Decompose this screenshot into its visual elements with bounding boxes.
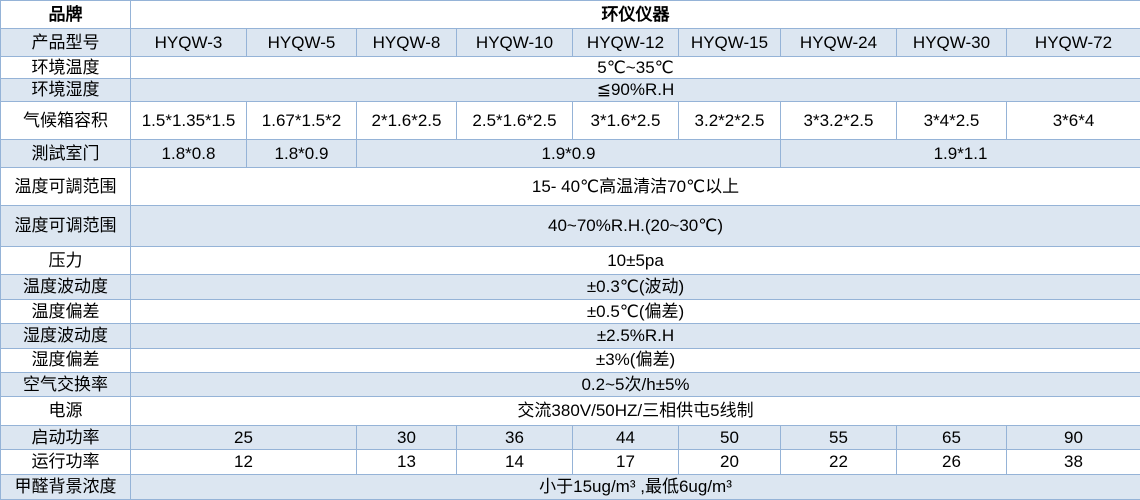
row-label: 压力 (0, 245, 131, 276)
row-label: 环境湿度 (0, 78, 131, 102)
spec-value-cell: 1.9*1.1 (779, 139, 1140, 168)
chamber-volume-cell: 3*6*4 (1005, 100, 1140, 141)
spec-value-cell: 14 (456, 449, 573, 475)
spec-value-merged: ±0.5℃(偏差) (129, 298, 1140, 325)
chamber-volume-cell: 3.2*2*2.5 (678, 100, 781, 141)
spec-value-cell: 30 (356, 424, 457, 451)
row-label: 环境温度 (0, 55, 131, 80)
spec-value-merged: 15- 40℃高温清洁70℃以上 (129, 166, 1140, 207)
spec-value-merged: 40~70%R.H.(20~30℃) (129, 205, 1140, 247)
spec-value-cell: 1.8*0.9 (246, 139, 357, 168)
spec-value-cell: 1.8*0.8 (130, 139, 247, 168)
table-row: 品牌 环仪仪器 (0, 0, 1140, 30)
spec-value-merged: 小于15ug/m³ ,最低6ug/m³ (129, 473, 1140, 500)
spec-value-cell: 50 (678, 424, 781, 451)
chamber-volume-cell: 1.67*1.5*2 (246, 100, 357, 141)
row-label: 启动功率 (0, 424, 131, 451)
row-label: 温度可調范围 (0, 166, 131, 207)
model-header-cell: HYQW-24 (780, 28, 897, 57)
table-row: 产品型号 HYQW-3 HYQW-5 HYQW-8 HYQW-10 HYQW-12 HYQW… (0, 28, 1140, 57)
table-row: 压力 10±5pa (0, 245, 1140, 276)
table-row: 启动功率 25 30 36 44 50 55 65 90 (0, 424, 1140, 451)
row-label: 运行功率 (0, 449, 131, 475)
model-header-cell: HYQW-10 (456, 28, 573, 57)
spec-value-cell: 65 (896, 424, 1007, 451)
row-label: 温度偏差 (0, 298, 131, 325)
table-row: 环境温度 5℃~35℃ (0, 55, 1140, 80)
chamber-volume-cell: 3*1.6*2.5 (572, 100, 679, 141)
model-header-cell: HYQW-72 (1005, 28, 1140, 57)
spec-value-cell: 26 (896, 449, 1007, 475)
spec-value-merged: ≦90%R.H (129, 78, 1140, 102)
table-row: 温度可調范围 15- 40℃高温清洁70℃以上 (0, 166, 1140, 207)
spec-value-cell: 36 (456, 424, 573, 451)
spec-value-merged: ±0.3℃(波动) (129, 274, 1140, 300)
spec-value-merged: ±2.5%R.H (129, 323, 1140, 349)
model-header-cell: HYQW-15 (678, 28, 781, 57)
row-label: 产品型号 (0, 28, 131, 57)
table-row: 湿度可调范围 40~70%R.H.(20~30℃) (0, 205, 1140, 247)
spec-value-cell: 20 (678, 449, 781, 475)
spec-value-merged: 交流380V/50HZ/三相供屯5线制 (129, 396, 1140, 426)
row-label: 測試室门 (0, 139, 131, 168)
spec-value-merged: 0.2~5次/h±5% (129, 371, 1140, 398)
row-label: 品牌 (0, 0, 131, 30)
chamber-volume-cell: 2*1.6*2.5 (356, 100, 457, 141)
spec-value-cell: 38 (1005, 449, 1140, 475)
table-row: 空气交换率 0.2~5次/h±5% (0, 371, 1140, 398)
row-label: 空气交换率 (0, 371, 131, 398)
table-row: 測試室门 1.8*0.8 1.8*0.9 1.9*0.9 1.9*1.1 (0, 139, 1140, 168)
model-header-cell: HYQW-3 (130, 28, 247, 57)
model-header-cell: HYQW-12 (572, 28, 679, 57)
spec-value-cell: 55 (780, 424, 897, 451)
table-row: 湿度波动度 ±2.5%R.H (0, 323, 1140, 349)
chamber-volume-cell: 3*3.2*2.5 (780, 100, 897, 141)
spec-value-cell: 12 (130, 449, 357, 475)
spec-value-merged: ±3%(偏差) (129, 347, 1140, 373)
table-row: 温度波动度 ±0.3℃(波动) (0, 274, 1140, 300)
row-label: 湿度偏差 (0, 347, 131, 373)
table-row: 气候箱容积 1.5*1.35*1.5 1.67*1.5*2 2*1.6*2.5 2.5*… (0, 100, 1140, 141)
model-header-cell: HYQW-30 (896, 28, 1007, 57)
row-label: 湿度可调范围 (0, 205, 131, 247)
row-label: 电源 (0, 396, 131, 426)
table-row: 湿度偏差 ±3%(偏差) (0, 347, 1140, 373)
model-header-cell: HYQW-8 (356, 28, 457, 57)
table-row: 环境湿度 ≦90%R.H (0, 78, 1140, 102)
row-label: 湿度波动度 (0, 323, 131, 349)
table-row: 甲醛背景浓度 小于15ug/m³ ,最低6ug/m³ (0, 473, 1140, 500)
spec-value-cell: 13 (356, 449, 457, 475)
spec-value-cell: 25 (130, 424, 357, 451)
table-row: 运行功率 12 13 14 17 20 22 26 38 (0, 449, 1140, 475)
spec-value-cell: 22 (780, 449, 897, 475)
chamber-volume-cell: 3*4*2.5 (896, 100, 1007, 141)
spec-value-cell: 90 (1005, 424, 1140, 451)
brand-name: 环仪仪器 (129, 0, 1140, 30)
row-label: 温度波动度 (0, 274, 131, 300)
chamber-volume-cell: 1.5*1.35*1.5 (130, 100, 247, 141)
row-label: 气候箱容积 (0, 100, 131, 141)
spec-value-merged: 10±5pa (129, 245, 1140, 276)
table-row: 电源 交流380V/50HZ/三相供屯5线制 (0, 396, 1140, 426)
spec-value-merged: 5℃~35℃ (129, 55, 1140, 80)
spec-value-cell: 17 (572, 449, 679, 475)
model-header-cell: HYQW-5 (246, 28, 357, 57)
table-row: 温度偏差 ±0.5℃(偏差) (0, 298, 1140, 325)
chamber-volume-cell: 2.5*1.6*2.5 (456, 100, 573, 141)
spec-value-cell: 44 (572, 424, 679, 451)
spec-value-cell: 1.9*0.9 (356, 139, 781, 168)
row-label: 甲醛背景浓度 (0, 473, 131, 500)
